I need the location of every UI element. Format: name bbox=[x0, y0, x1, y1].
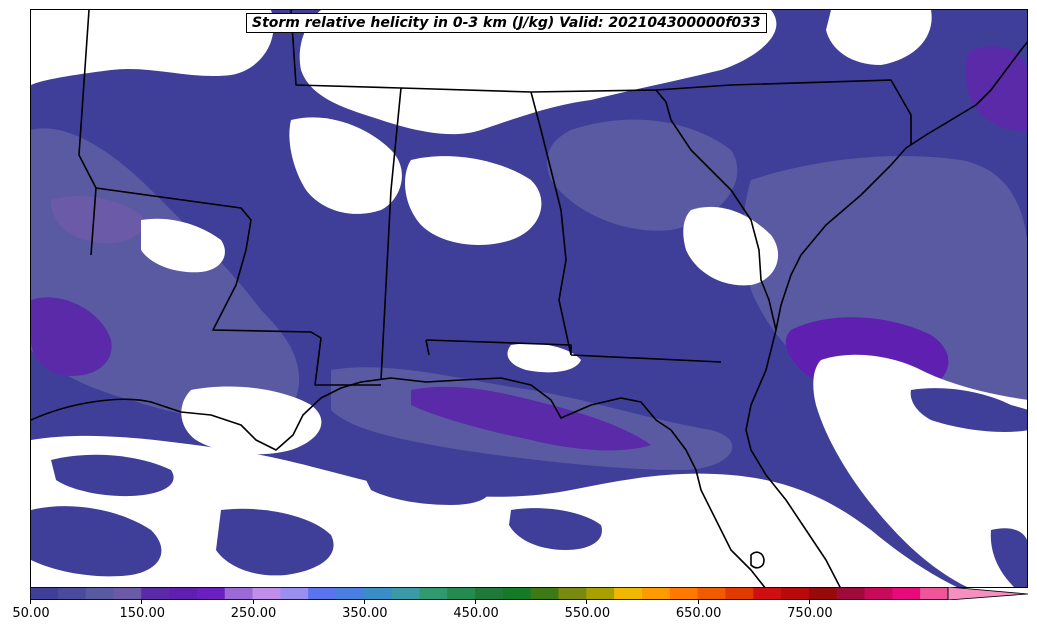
colorbar-tick-mark bbox=[475, 600, 477, 604]
colorbar-segment bbox=[308, 587, 337, 600]
helicity-map bbox=[31, 10, 1027, 587]
colorbar-tick-mark bbox=[808, 600, 810, 604]
colorbar-tick-label: 50.00 bbox=[12, 606, 50, 621]
colorbar-segment bbox=[224, 587, 254, 600]
blank-tennessee-valley bbox=[289, 117, 402, 214]
colorbar-segment bbox=[391, 587, 420, 600]
colorbar-segment bbox=[836, 587, 866, 600]
colorbar-segment bbox=[57, 587, 87, 600]
colorbar-tick-label: 250.00 bbox=[230, 606, 277, 621]
colorbar-segment bbox=[808, 587, 838, 600]
colorbar-segment bbox=[336, 587, 365, 600]
colorbar-segment bbox=[169, 587, 198, 600]
state-boundaries bbox=[78, 10, 912, 386]
map-title: Storm relative helicity in 0-3 km (J/kg)… bbox=[246, 13, 767, 33]
colorbar-tick-label: 150.00 bbox=[119, 606, 166, 621]
colorbar-tick-mark bbox=[697, 600, 699, 604]
blank-louisiana-coast bbox=[181, 386, 322, 455]
colorbar-segment bbox=[447, 587, 476, 600]
colorbar bbox=[30, 587, 1028, 600]
colorbar-tick-mark bbox=[30, 600, 31, 604]
field-high-gulf bbox=[411, 386, 651, 451]
colorbar-segment bbox=[252, 587, 281, 600]
colorbar-segment bbox=[669, 587, 699, 600]
blank-georgia-band bbox=[683, 206, 779, 286]
colorbar-segment bbox=[725, 587, 754, 600]
colorbar-tick-mark bbox=[586, 600, 588, 604]
blank-south-ga bbox=[507, 343, 581, 373]
blank-north-central bbox=[299, 10, 777, 135]
map-panel bbox=[30, 9, 1028, 588]
colorbar-segment bbox=[196, 587, 226, 600]
coastline bbox=[31, 41, 1027, 587]
colorbar-segment bbox=[864, 587, 893, 600]
colorbar-segment bbox=[530, 587, 560, 600]
blank-northwest bbox=[31, 10, 274, 85]
colorbar-tick-label: 450.00 bbox=[453, 606, 499, 621]
patch-gulf-band bbox=[51, 454, 174, 497]
colorbar-segment bbox=[697, 587, 726, 600]
colorbar-segment bbox=[753, 587, 782, 600]
colorbar-extend-arrow bbox=[947, 587, 1028, 600]
helicity-patches bbox=[31, 388, 1027, 587]
colorbar-segment bbox=[558, 587, 587, 600]
colorbar-segment bbox=[113, 587, 142, 600]
colorbar-segment bbox=[280, 587, 309, 600]
boundaries bbox=[31, 10, 1027, 587]
blank-arkansas bbox=[141, 218, 225, 273]
patch-gulf-southeast bbox=[509, 508, 602, 550]
colorbar-segment bbox=[642, 587, 671, 600]
colorbar-segment bbox=[892, 587, 921, 600]
colorbar-segment bbox=[614, 587, 643, 600]
colorbar-tick-label: 750.00 bbox=[787, 606, 833, 621]
field-high-northeast bbox=[965, 46, 1027, 131]
colorbar-tick-label: 550.00 bbox=[564, 606, 611, 621]
colorbar-segment bbox=[586, 587, 615, 600]
colorbar-segment bbox=[141, 587, 170, 600]
patch-atlantic-east bbox=[910, 388, 1027, 432]
colorbar-segment bbox=[502, 587, 532, 600]
colorbar-segment bbox=[419, 587, 448, 600]
blank-gulf-mid bbox=[269, 408, 316, 438]
colorbar-segment bbox=[363, 587, 393, 600]
colorbar-tick-label: 650.00 bbox=[675, 606, 722, 621]
colorbar-segment bbox=[920, 587, 949, 600]
lake-outline bbox=[750, 551, 765, 569]
blank-alabama-mississippi bbox=[405, 156, 542, 245]
field-high-plains bbox=[51, 195, 144, 244]
blank-northeast bbox=[826, 10, 932, 65]
colorbar-segment bbox=[85, 587, 114, 600]
patch-gulf-central bbox=[361, 466, 490, 505]
colorbar-tick-mark bbox=[252, 600, 254, 604]
field-high-west bbox=[31, 297, 112, 376]
patch-gulf-southwest bbox=[31, 506, 162, 577]
colorbar-outline bbox=[30, 587, 949, 600]
patch-atlantic-south bbox=[990, 528, 1027, 587]
colorbar-tick-mark bbox=[141, 600, 143, 604]
colorbar-tick-label: 350.00 bbox=[342, 606, 388, 621]
patch-gulf-south bbox=[216, 508, 334, 576]
colorbar-tick-mark bbox=[363, 600, 365, 604]
colorbar-segment bbox=[30, 587, 59, 600]
colorbar-segment bbox=[781, 587, 810, 600]
colorbar-segment bbox=[475, 587, 504, 600]
